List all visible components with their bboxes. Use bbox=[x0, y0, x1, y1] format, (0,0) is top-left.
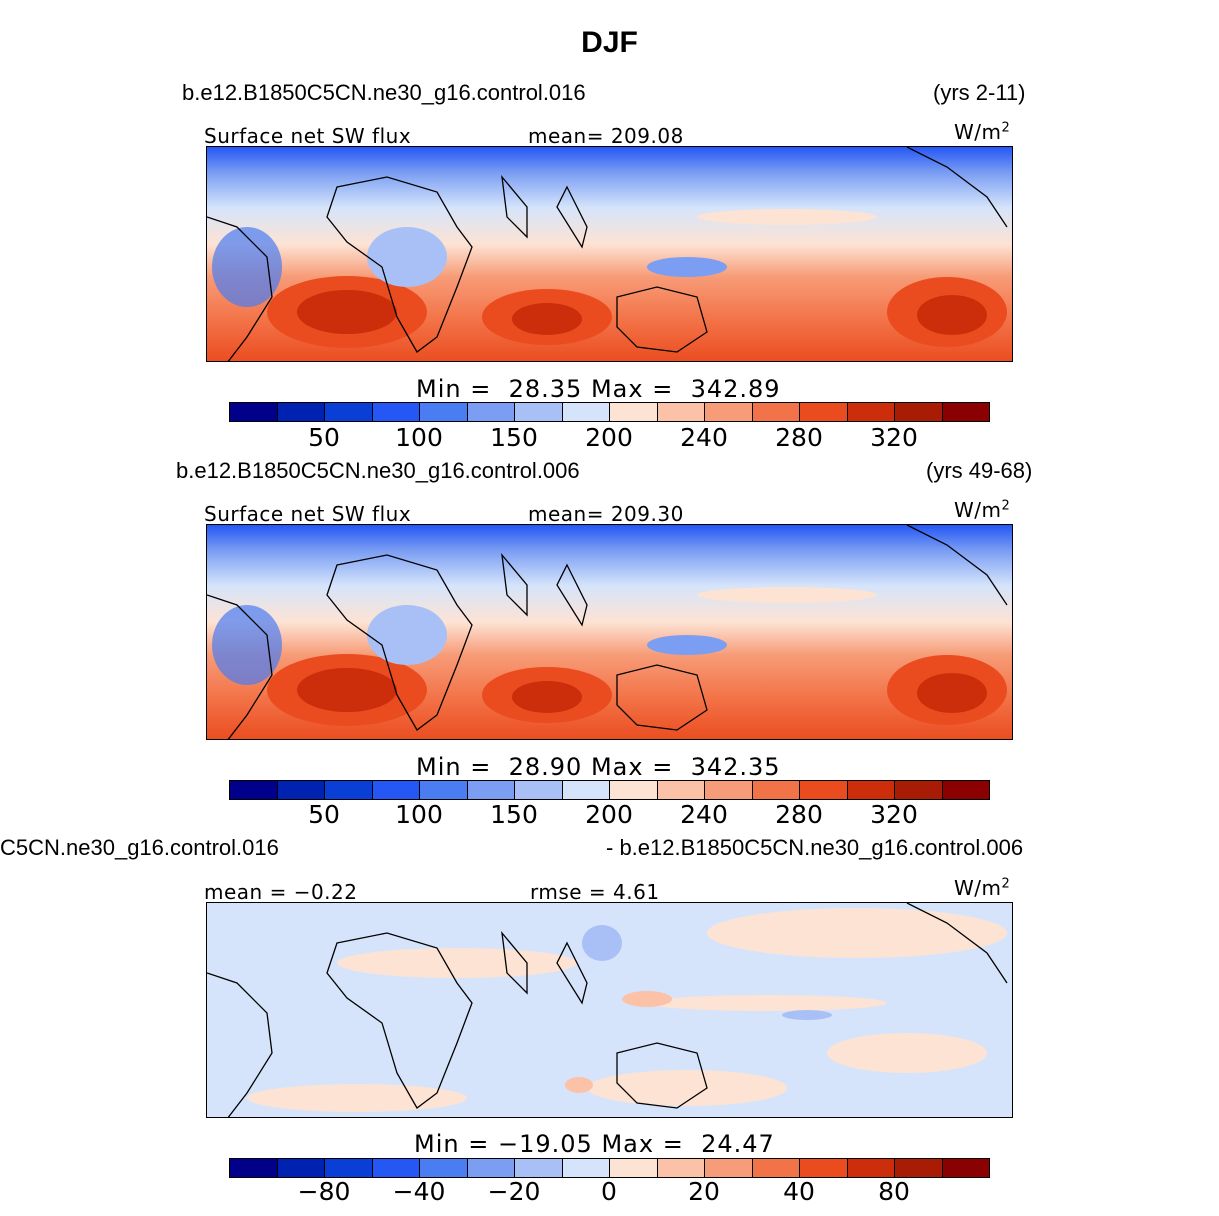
colorbar-cell bbox=[230, 781, 278, 799]
panel3-tick: −20 bbox=[487, 1177, 541, 1206]
colorbar-cell bbox=[800, 403, 848, 421]
colorbar-cell bbox=[467, 781, 515, 799]
colorbar-cell bbox=[325, 1159, 373, 1177]
colorbar-cell bbox=[610, 1159, 658, 1177]
colorbar-cell bbox=[610, 403, 658, 421]
colorbar-cell bbox=[800, 781, 848, 799]
panel1-tick: 200 bbox=[585, 423, 633, 452]
colorbar-cell bbox=[752, 1159, 800, 1177]
panel1-case-name: b.e12.B1850C5CN.ne30_g16.control.016 bbox=[182, 80, 586, 105]
colorbar-cell bbox=[657, 1159, 705, 1177]
panel2-tick: 150 bbox=[490, 800, 538, 829]
panel1-tick: 280 bbox=[775, 423, 823, 452]
panel3-contour-field bbox=[207, 903, 1012, 1117]
panel3-tick: 0 bbox=[601, 1177, 617, 1206]
colorbar-cell bbox=[562, 403, 610, 421]
colorbar-cell bbox=[942, 781, 989, 799]
colorbar-cell bbox=[372, 781, 420, 799]
panel2-mean-label: mean= 209.30 bbox=[528, 502, 684, 526]
colorbar-cell bbox=[800, 1159, 848, 1177]
panel3-tick: 80 bbox=[878, 1177, 910, 1206]
colorbar-cell bbox=[467, 403, 515, 421]
panel3-min-max: Min = −19.05 Max = 24.47 bbox=[414, 1130, 775, 1158]
panel2-map bbox=[206, 524, 1013, 740]
colorbar-cell bbox=[420, 1159, 468, 1177]
colorbar-cell bbox=[752, 403, 800, 421]
panel2-tick: 200 bbox=[585, 800, 633, 829]
colorbar-cell bbox=[847, 781, 895, 799]
panel3-colorbar bbox=[229, 1158, 990, 1178]
colorbar-cell bbox=[895, 403, 943, 421]
colorbar-cell bbox=[942, 403, 989, 421]
panel2-tick: 240 bbox=[680, 800, 728, 829]
colorbar-cell bbox=[562, 1159, 610, 1177]
panel2-units: W/m2 bbox=[954, 498, 1011, 522]
colorbar-cell bbox=[847, 1159, 895, 1177]
colorbar-cell bbox=[562, 781, 610, 799]
panel2-tick: 280 bbox=[775, 800, 823, 829]
colorbar-cell bbox=[895, 781, 943, 799]
colorbar-cell bbox=[277, 403, 325, 421]
colorbar-cell bbox=[515, 1159, 563, 1177]
panel1-tick: 240 bbox=[680, 423, 728, 452]
panel1-mean-label: mean= 209.08 bbox=[528, 124, 684, 148]
panel3-mean-label: mean = −0.22 bbox=[204, 880, 358, 904]
colorbar-cell bbox=[277, 781, 325, 799]
panel3-case-right: - b.e12.B1850C5CN.ne30_g16.control.006 bbox=[606, 835, 1024, 860]
panel1-tick: 150 bbox=[490, 423, 538, 452]
panel1-units: W/m2 bbox=[954, 120, 1011, 144]
panel2-tick: 100 bbox=[395, 800, 443, 829]
panel2-tick: 320 bbox=[870, 800, 918, 829]
colorbar-cell bbox=[372, 1159, 420, 1177]
panel3-map bbox=[206, 902, 1013, 1118]
panel2-case-name: b.e12.B1850C5CN.ne30_g16.control.006 bbox=[176, 458, 580, 483]
panel3-tick: 20 bbox=[688, 1177, 720, 1206]
panel1-tick: 50 bbox=[308, 423, 340, 452]
panel3-rmse-label: rmse = 4.61 bbox=[530, 880, 660, 904]
colorbar-cell bbox=[515, 403, 563, 421]
colorbar-cell bbox=[420, 781, 468, 799]
panel3-tick: −80 bbox=[297, 1177, 351, 1206]
panel2-contour-field bbox=[207, 525, 1012, 739]
panel1-years: (yrs 2-11) bbox=[933, 80, 1026, 105]
panel1-min-max: Min = 28.35 Max = 342.89 bbox=[416, 375, 781, 403]
colorbar-cell bbox=[230, 1159, 278, 1177]
panel2-tick: 50 bbox=[308, 800, 340, 829]
panel2-min-max: Min = 28.90 Max = 342.35 bbox=[416, 753, 781, 781]
colorbar-cell bbox=[277, 1159, 325, 1177]
panel3-tick: 40 bbox=[783, 1177, 815, 1206]
colorbar-cell bbox=[847, 403, 895, 421]
colorbar-cell bbox=[895, 1159, 943, 1177]
colorbar-cell bbox=[657, 781, 705, 799]
panel2-colorbar bbox=[229, 780, 990, 800]
colorbar-cell bbox=[705, 403, 753, 421]
panel1-tick: 100 bbox=[395, 423, 443, 452]
colorbar-cell bbox=[372, 403, 420, 421]
panel1-map bbox=[206, 146, 1013, 362]
colorbar-cell bbox=[705, 1159, 753, 1177]
colorbar-cell bbox=[752, 781, 800, 799]
plot-title: DJF bbox=[581, 26, 638, 59]
colorbar-cell bbox=[230, 403, 278, 421]
panel2-variable-label: Surface net SW flux bbox=[204, 502, 412, 526]
colorbar-cell bbox=[705, 781, 753, 799]
panel3-units: W/m2 bbox=[954, 876, 1011, 900]
colorbar-cell bbox=[325, 403, 373, 421]
panel2-years: (yrs 49-68) bbox=[926, 458, 1033, 483]
panel1-colorbar bbox=[229, 402, 990, 422]
panel3-case-left: C5CN.ne30_g16.control.016 bbox=[0, 835, 279, 860]
colorbar-cell bbox=[325, 781, 373, 799]
panel1-variable-label: Surface net SW flux bbox=[204, 124, 412, 148]
panel1-tick: 320 bbox=[870, 423, 918, 452]
colorbar-cell bbox=[515, 781, 563, 799]
panel1-contour-field bbox=[207, 147, 1012, 361]
colorbar-cell bbox=[610, 781, 658, 799]
colorbar-cell bbox=[467, 1159, 515, 1177]
colorbar-cell bbox=[420, 403, 468, 421]
colorbar-cell bbox=[657, 403, 705, 421]
colorbar-cell bbox=[942, 1159, 989, 1177]
panel3-tick: −40 bbox=[392, 1177, 446, 1206]
